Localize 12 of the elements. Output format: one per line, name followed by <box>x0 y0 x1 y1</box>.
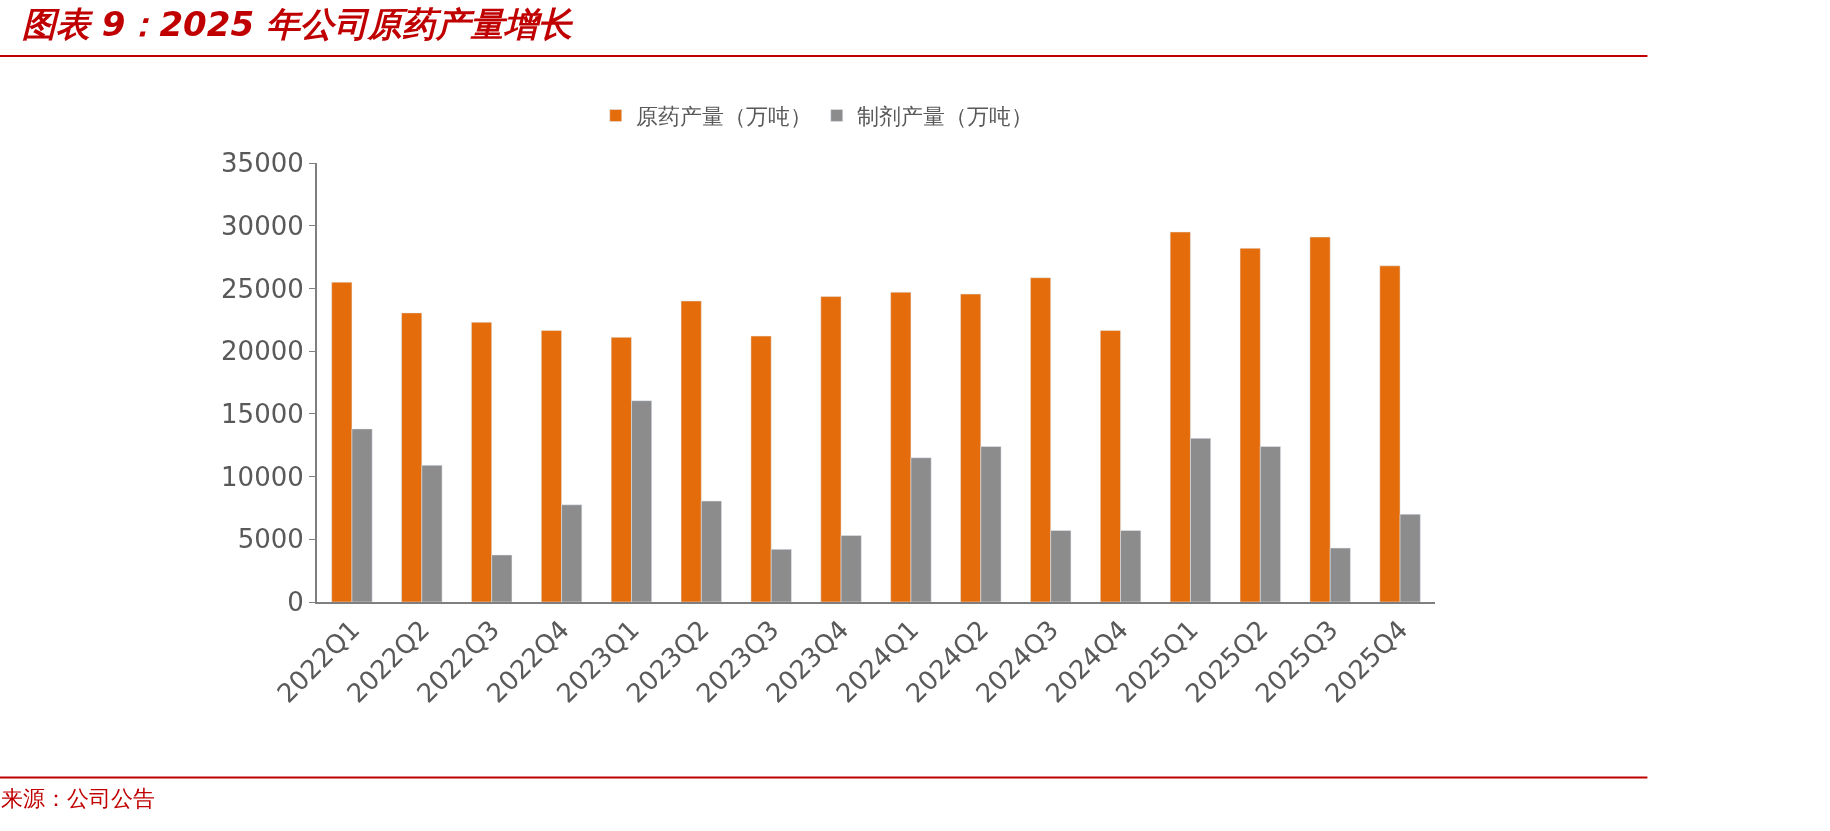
y-tick-label: 10000 <box>221 461 304 492</box>
y-tick-label: 35000 <box>221 148 304 179</box>
legend-label: 原药产量（万吨） <box>635 104 812 130</box>
y-tick-label: 30000 <box>221 210 304 241</box>
y-tick-label: 15000 <box>221 398 304 429</box>
y-tick-label: 20000 <box>221 336 304 367</box>
legend-label: 制剂产量（万吨） <box>856 104 1033 130</box>
source-note: 来源：公司公告 <box>1 786 155 811</box>
y-tick-label: 25000 <box>221 273 304 304</box>
y-tick-label: 0 <box>287 587 304 618</box>
y-tick-label: 5000 <box>237 524 304 555</box>
chart-title: 图表 9：2025 年公司原药产量增长 <box>21 4 574 45</box>
